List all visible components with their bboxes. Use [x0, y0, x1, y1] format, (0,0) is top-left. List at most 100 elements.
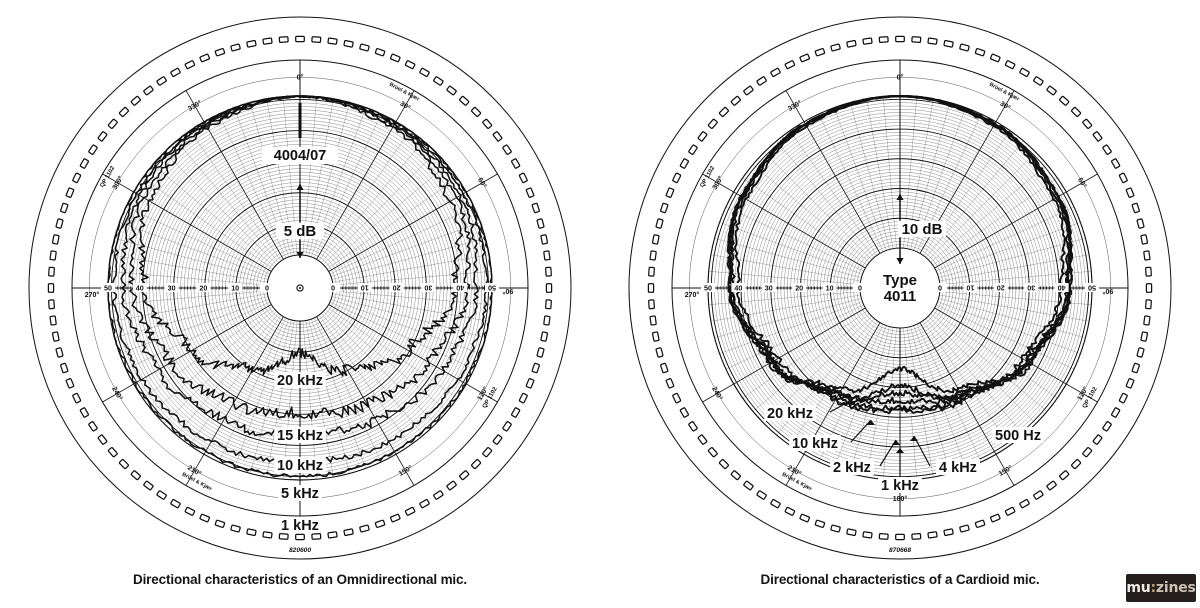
- caption-cardioid: Directional characteristics of a Cardioi…: [760, 572, 1040, 587]
- minor-spoke: [119, 222, 270, 277]
- minor-spoke: [331, 238, 486, 280]
- perforation-mark: [895, 533, 905, 541]
- freq-label: 1 kHz: [281, 518, 319, 534]
- rim-angle-label: 150°: [997, 464, 1014, 478]
- trace-1-khz: [107, 95, 493, 478]
- perforation-mark: [72, 392, 82, 404]
- perforation-mark: [660, 362, 669, 374]
- rim-angle-label: 0°: [897, 74, 904, 82]
- db-label-bg: [792, 283, 807, 292]
- perforation-mark: [1111, 158, 1121, 169]
- polar-plot-cardioid: 50 40 30 20 10 0 0 10 20 30 40 50270°90°0°30°60°120…: [628, 16, 1172, 560]
- perforation-mark: [846, 528, 857, 537]
- perforation-mark: [1082, 118, 1093, 129]
- form-number-label: 870668: [889, 547, 911, 554]
- db-label-bg: [101, 283, 115, 292]
- minor-spoke: [932, 177, 1058, 266]
- perforation-mark: [79, 158, 89, 169]
- db-scale-label-left: 30: [765, 284, 773, 293]
- perforation-mark: [459, 95, 470, 106]
- minor-spoke: [708, 271, 861, 285]
- perforation-mark: [679, 158, 689, 169]
- major-spoke: [919, 322, 1015, 486]
- perforation-mark: [672, 392, 682, 404]
- minor-spoke: [752, 313, 870, 412]
- db-arrow-down: [296, 240, 304, 258]
- perforation-mark: [665, 378, 675, 389]
- rim-angle-label: 30°: [399, 100, 412, 112]
- db-scale-label-right: 50: [1088, 283, 1096, 292]
- perforation-mark: [130, 95, 141, 106]
- muzines-logo-text: mu:zines: [1126, 581, 1196, 595]
- perforation-mark: [79, 407, 89, 418]
- minor-spoke: [189, 130, 282, 262]
- minor-spoke: [332, 271, 492, 286]
- db-step-label-bg: [898, 221, 946, 237]
- minor-spoke: [916, 324, 982, 463]
- minor-spoke: [818, 113, 884, 252]
- perforation-mark: [1136, 218, 1145, 229]
- minor-spoke: [176, 313, 279, 436]
- perforation-mark: [446, 85, 457, 96]
- perforation-mark: [718, 459, 729, 470]
- db-arrow-down: [896, 238, 904, 264]
- rim-angle-label: 0°: [297, 74, 304, 82]
- perforation-mark: [1143, 315, 1151, 326]
- minor-spoke: [283, 320, 298, 480]
- perforation-mark: [130, 470, 141, 481]
- db-scale-label-left: 20: [795, 284, 803, 293]
- perforation-mark: [1140, 331, 1149, 342]
- muzines-logo[interactable]: mu:zines: [1126, 574, 1196, 602]
- minor-spoke: [164, 152, 277, 265]
- db-scale-label-left: 40: [734, 284, 742, 293]
- perforation-mark: [295, 35, 305, 43]
- perforation-mark: [540, 234, 549, 245]
- perforation-mark: [799, 53, 810, 63]
- perforation-mark: [718, 106, 729, 117]
- minor-spoke: [937, 301, 1081, 354]
- rim-angle-label: 240°: [710, 385, 724, 402]
- perforation-mark: [459, 470, 470, 481]
- freq-label: 5 kHz: [281, 486, 319, 502]
- perforation-mark: [545, 266, 552, 277]
- minor-spoke: [719, 301, 863, 354]
- perforation-mark: [390, 513, 401, 523]
- db-label-bg: [260, 283, 274, 292]
- perforation-mark: [518, 172, 528, 184]
- perforation-mark: [419, 499, 430, 509]
- perforation-mark: [327, 531, 338, 539]
- freq-leader-line: [829, 399, 853, 413]
- minor-spoke: [323, 152, 436, 265]
- model-label-bg: [262, 147, 338, 164]
- perforation-mark: [433, 490, 444, 500]
- perforation-mark: [1071, 106, 1082, 117]
- minor-spoke: [305, 320, 334, 478]
- perforation-mark: [262, 37, 273, 45]
- perforation-mark: [784, 506, 796, 516]
- perforation-mark: [990, 53, 1001, 63]
- perforation-mark: [688, 144, 698, 155]
- perforation-mark: [651, 331, 660, 342]
- perforation-mark: [862, 531, 873, 539]
- db-scale-label-right: 10: [361, 283, 369, 292]
- minor-spoke: [313, 317, 382, 463]
- perforation-mark: [974, 519, 986, 528]
- minor-spoke: [719, 222, 863, 275]
- freq-label-bg: [878, 477, 922, 493]
- minor-spoke: [714, 238, 862, 278]
- perforation-mark: [199, 513, 210, 523]
- minor-spoke: [928, 152, 1036, 260]
- perforation-mark: [246, 39, 257, 48]
- perforation-mark: [1046, 85, 1057, 96]
- minor-spoke: [332, 290, 492, 305]
- polar-plot-omnidirectional: 50 40 30 20 10 0 0 10 20 30 40 50270°90°0°30°60°120…: [28, 16, 572, 560]
- freq-label-bg: [278, 485, 322, 501]
- perforation-mark: [543, 315, 551, 326]
- perforation-mark: [295, 533, 305, 541]
- perforation-mark: [1102, 144, 1112, 155]
- perforation-mark: [1033, 490, 1044, 500]
- db-label-bg: [822, 283, 837, 292]
- perforation-mark: [482, 118, 493, 129]
- perforation-mark: [51, 234, 60, 245]
- perforation-mark: [1004, 60, 1016, 70]
